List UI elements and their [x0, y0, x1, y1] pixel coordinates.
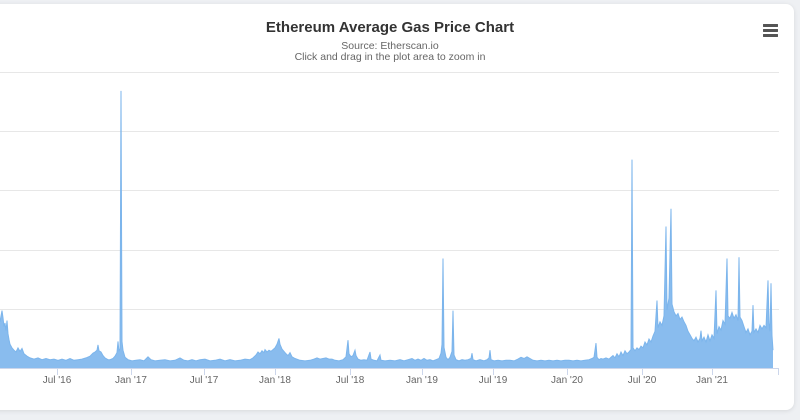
gas-price-area-series [0, 90, 773, 368]
x-axis-end-tick [778, 369, 779, 375]
x-axis-label: Jul '17 [189, 375, 219, 386]
chart-subtitle-source: Source: Etherscan.io [341, 40, 439, 52]
gridline [0, 131, 779, 133]
x-axis-label: Jan '19 [406, 375, 438, 386]
chart-title: Ethereum Average Gas Price Chart [265, 19, 515, 36]
x-axis-label: Jan '17 [115, 375, 147, 386]
plot-area[interactable]: Jul '16 Jan '17 Jul '17 Jan '18 Jul '18 Jan '… [0, 72, 800, 386]
x-axis-line [0, 368, 779, 369]
x-axis-tick [493, 369, 494, 375]
gas-price-series-line [0, 90, 774, 362]
x-axis-label: Jul '20 [627, 375, 657, 386]
x-axis-tick [131, 369, 132, 375]
x-axis-label: Jan '18 [259, 375, 291, 386]
x-axis-label: Jul '16 [42, 375, 72, 386]
x-axis-tick [567, 369, 568, 375]
x-axis-tick [642, 369, 643, 375]
gridline [0, 72, 779, 73]
x-axis-tick [712, 369, 713, 375]
hamburger-icon [762, 23, 778, 37]
x-axis-label: Jan '20 [551, 375, 583, 386]
chart-subtitle-hint: Click and drag in the plot area to zoom … [294, 51, 486, 63]
gridline [0, 190, 779, 192]
chart-context-menu-button[interactable] [757, 18, 783, 42]
series-canvas [0, 90, 774, 368]
gridline [0, 249, 779, 251]
x-axis-tick [422, 369, 423, 375]
x-axis-tick [57, 369, 58, 375]
x-axis-tick [350, 369, 351, 375]
x-axis-tick [275, 369, 276, 375]
x-axis-label: Jul '19 [478, 375, 508, 386]
x-axis-tick [204, 369, 205, 375]
x-axis-label: Jan '21 [696, 375, 728, 386]
x-axis-label: Jul '18 [335, 375, 365, 386]
gridline [0, 308, 779, 310]
